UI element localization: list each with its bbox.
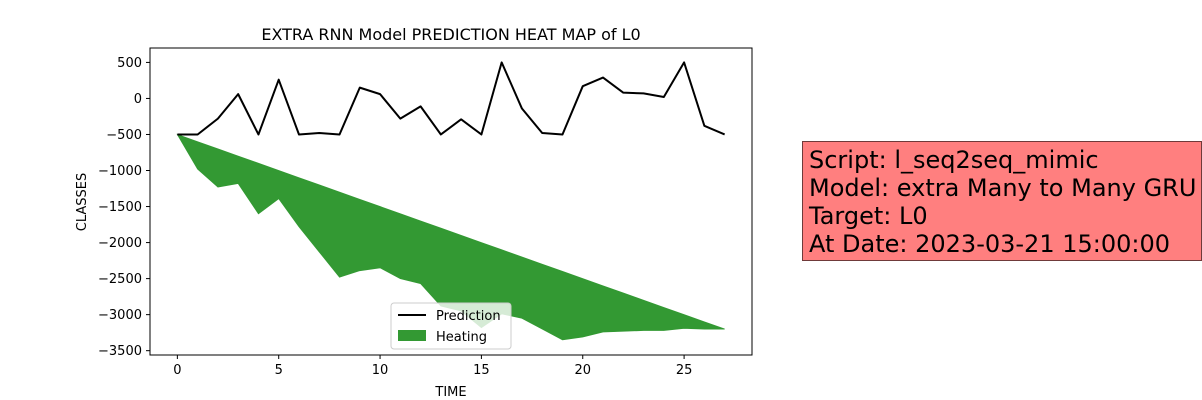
y-tick-label: −3000	[98, 308, 142, 323]
legend-heating-label: Heating	[436, 330, 487, 345]
x-tick-label: 10	[372, 363, 389, 378]
plot-frame	[149, 47, 753, 356]
info-box: Script: l_seq2seq_mimic Model: extra Man…	[802, 141, 1202, 261]
y-tick-label: −2000	[98, 236, 142, 251]
x-tick-label: 25	[676, 363, 693, 378]
chart-title: EXTRA RNN Model PREDICTION HEAT MAP of L…	[261, 25, 640, 44]
chart: EXTRA RNN Model PREDICTION HEAT MAP of L…	[75, 25, 753, 400]
y-tick-label: −1000	[98, 164, 142, 179]
y-tick-label: −3500	[98, 344, 142, 359]
y-tick-label: −500	[106, 128, 142, 143]
x-tick-label: 5	[275, 363, 283, 378]
x-tick-label: 20	[574, 363, 591, 378]
info-model: Model: extra Many to Many GRU	[809, 174, 1197, 202]
x-axis: 0 5 10 15 20 25	[173, 355, 692, 378]
legend-heating-swatch	[398, 330, 426, 341]
prediction-line	[177, 61, 726, 136]
info-date: At Date: 2023-03-21 15:00:00	[809, 230, 1171, 258]
y-tick-label: 0	[134, 92, 142, 107]
y-tick-label: −1500	[98, 200, 142, 215]
y-tick-label: −2500	[98, 272, 142, 287]
heating-area	[176, 133, 725, 341]
legend: Prediction Heating	[390, 302, 512, 350]
x-tick-label: 15	[473, 363, 490, 378]
info-target: Target: L0	[809, 202, 928, 230]
y-axis: −3500 −3000 −2500 −2000 −1500 −1000 −500 0 500	[98, 56, 150, 359]
x-tick-label: 0	[173, 363, 181, 378]
info-script: Script: l_seq2seq_mimic	[809, 146, 1099, 174]
y-tick-label: 500	[117, 56, 142, 71]
legend-prediction-label: Prediction	[436, 309, 501, 324]
y-axis-title: CLASSES	[75, 173, 90, 231]
x-axis-title: TIME	[434, 385, 466, 400]
plot-area	[176, 61, 726, 341]
